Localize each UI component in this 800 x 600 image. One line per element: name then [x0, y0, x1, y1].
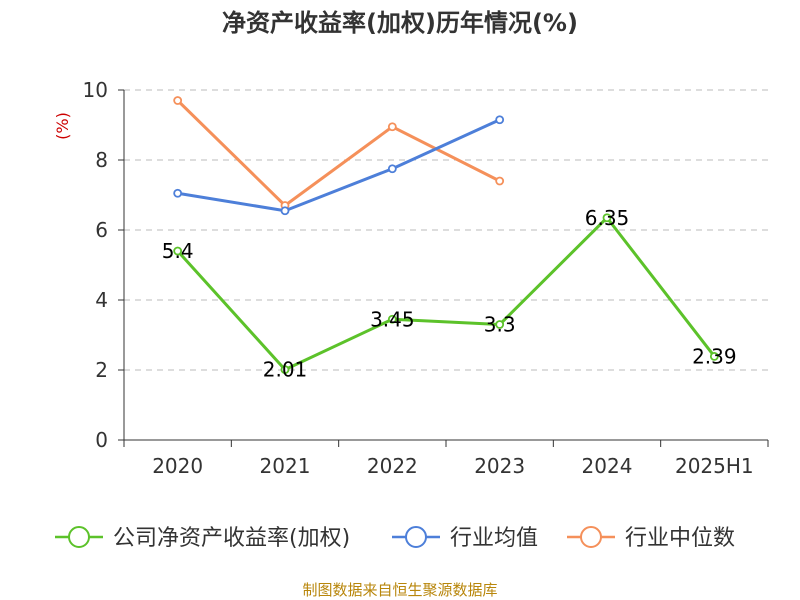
- legend-marker-icon: [405, 526, 427, 548]
- x-tick-label: 2023: [474, 454, 525, 478]
- legend-marker-icon: [68, 526, 90, 548]
- data-point[interactable]: [495, 176, 505, 186]
- data-point[interactable]: [602, 213, 612, 223]
- axis-layer: 0 2 4 6 8 10 2020 2021 2022 2023 2024 2025H1: [83, 78, 769, 478]
- series-line: [176, 99, 502, 207]
- data-point[interactable]: [173, 96, 183, 105]
- x-tick-label: 2024: [582, 454, 633, 478]
- legend-item[interactable]: 公司净资产收益率(加权): [55, 526, 350, 551]
- data-point[interactable]: [280, 365, 290, 375]
- series-line: [176, 118, 502, 213]
- legend-label: 行业均值: [450, 526, 538, 551]
- chart-title: 净资产收益率(加权)历年情况(%): [222, 9, 578, 37]
- x-tick-label: 2022: [367, 454, 418, 478]
- y-tick-label: 2: [95, 358, 108, 382]
- data-point[interactable]: [709, 351, 719, 361]
- data-point[interactable]: [495, 320, 505, 329]
- data-point[interactable]: [173, 188, 183, 198]
- data-point[interactable]: [280, 206, 290, 216]
- y-tick-label: 8: [95, 148, 108, 172]
- data-label: 5.4: [162, 239, 194, 263]
- legend-label: 行业中位数: [625, 526, 735, 551]
- series-line: [176, 216, 716, 372]
- legend-item[interactable]: 行业均值: [392, 526, 538, 551]
- y-tick-label: 0: [95, 428, 108, 452]
- data-point[interactable]: [173, 246, 183, 256]
- series-layer: [173, 96, 719, 375]
- legend-label: 公司净资产收益率(加权): [113, 526, 350, 551]
- data-label-layer: 5.4 2.01 3.45 3.3 6.35 2.39: [162, 206, 737, 382]
- legend-item[interactable]: 行业中位数: [567, 526, 735, 551]
- y-tick-label: 6: [95, 218, 108, 242]
- data-point[interactable]: [387, 122, 397, 132]
- legend[interactable]: 公司净资产收益率(加权) 行业均值 行业中位数: [55, 526, 735, 551]
- data-label: 3.45: [370, 307, 415, 331]
- source-note: 制图数据来自恒生聚源数据库: [302, 581, 497, 599]
- y-axis-unit-label: (%): [53, 112, 72, 140]
- data-point[interactable]: [387, 164, 397, 174]
- y-tick-label: 4: [95, 288, 108, 312]
- x-tick-label: 2021: [260, 454, 311, 478]
- data-point[interactable]: [387, 314, 397, 324]
- data-point[interactable]: [495, 115, 505, 125]
- data-label: 2.01: [263, 358, 308, 382]
- x-tick-label: 2020: [152, 454, 203, 478]
- data-label: 2.39: [692, 344, 737, 368]
- x-tick-label: 2025H1: [675, 454, 754, 478]
- y-tick-label: 10: [83, 78, 108, 102]
- legend-marker-icon: [580, 526, 602, 548]
- data-label: 3.3: [484, 313, 516, 337]
- data-label: 6.35: [585, 206, 630, 230]
- grid-layer: [124, 89, 768, 371]
